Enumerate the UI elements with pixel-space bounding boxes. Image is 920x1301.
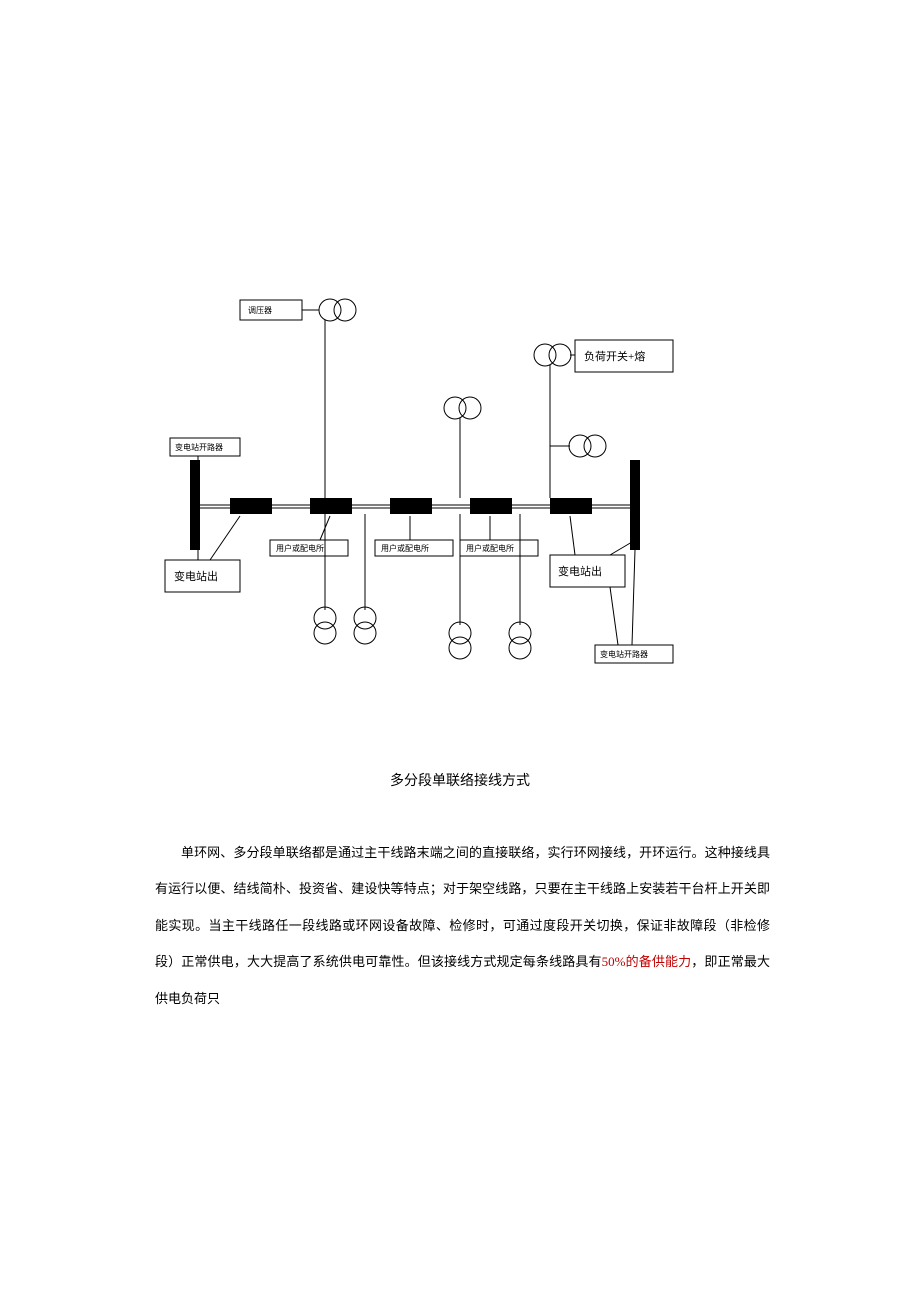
leader-sub-left-1 <box>210 516 240 560</box>
transformer-icon-3 <box>569 435 606 457</box>
transformer-icon-d2 <box>354 607 376 644</box>
leader-sub-right-2 <box>610 542 632 555</box>
transformer-icon-d1 <box>314 607 336 644</box>
label-feeder-2: 用户或配电所 <box>381 543 429 553</box>
transformer-icon-1 <box>319 299 356 321</box>
section-switch-3 <box>390 498 432 514</box>
transformer-icon-d4 <box>509 622 531 659</box>
transformer-icon-2 <box>444 397 481 419</box>
label-regulator: 调压器 <box>248 306 272 315</box>
body-paragraph: 单环网、多分段单联络都是通过主干线路末端之间的直接联络，实行环网接线，开环运行。… <box>155 835 770 1017</box>
section-switch-4 <box>470 498 512 514</box>
label-substation-left: 变电站出 <box>174 569 218 583</box>
label-feeder-1: 用户或配电所 <box>276 543 324 553</box>
busbar-left <box>190 460 200 550</box>
leader-outlet-bot <box>632 550 635 645</box>
transformer-icon-d3 <box>449 622 471 659</box>
busbar-right <box>630 460 640 550</box>
diagram-caption: 多分段单联络接线方式 <box>0 770 920 790</box>
label-feeder-3: 用户或配电所 <box>466 543 514 553</box>
section-switch-2 <box>310 498 352 514</box>
label-substation-right: 变电站出 <box>558 564 602 578</box>
label-outlet-top: 变电站开路器 <box>175 442 223 452</box>
label-outlet-bot: 变电站开路器 <box>600 649 648 659</box>
section-switch-5 <box>550 498 592 514</box>
leader-sub-right-1 <box>570 516 575 555</box>
section-switch-1 <box>230 498 272 514</box>
transformer-icon-4 <box>534 344 571 366</box>
label-fuse-switch: 负荷开关+熔 <box>584 349 645 363</box>
wiring-diagram: 调压器 负荷开关+熔 <box>150 260 770 680</box>
leader-outlet-bot-2 <box>610 587 618 645</box>
diagram-svg: 调压器 负荷开关+熔 <box>150 260 770 680</box>
